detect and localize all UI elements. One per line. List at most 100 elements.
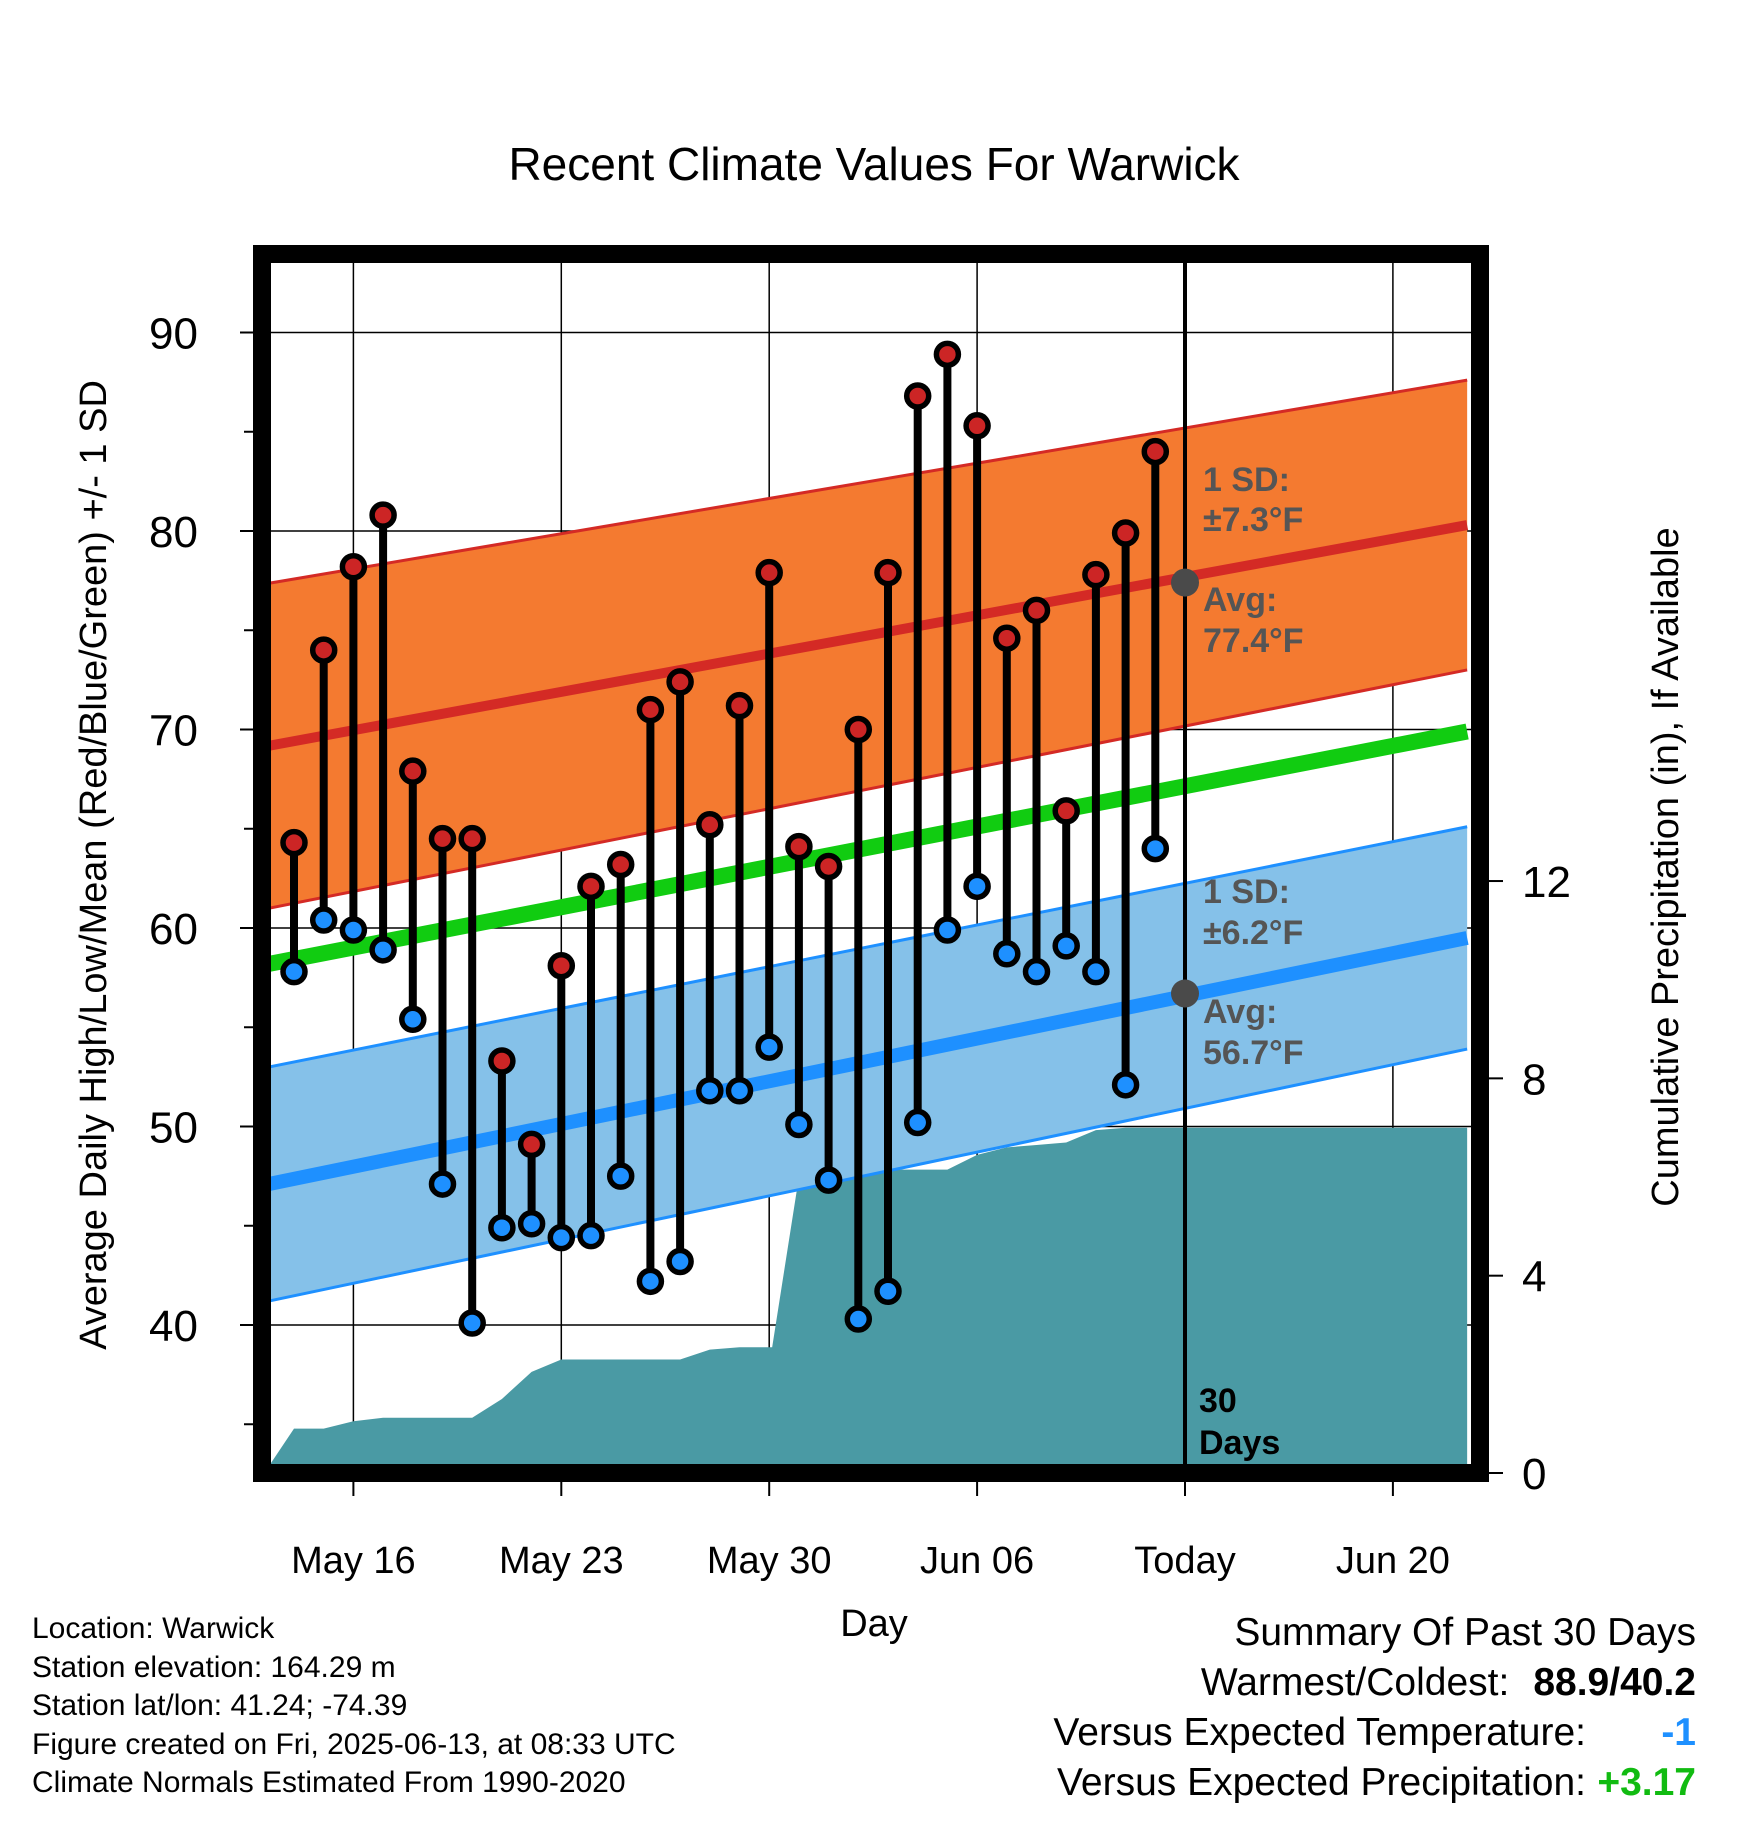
info-elevation: Station elevation: 164.29 m bbox=[32, 1650, 396, 1684]
y-right-tick-label: 8 bbox=[1522, 1055, 1546, 1104]
x-tick-label: May 16 bbox=[291, 1540, 416, 1582]
low-sd-label: 1 SD: bbox=[1203, 873, 1290, 911]
high-temp-point bbox=[428, 824, 457, 853]
high-temp-point bbox=[1082, 560, 1110, 589]
high-temp-point bbox=[339, 552, 368, 581]
y-right-tick-label: 4 bbox=[1522, 1253, 1546, 1302]
high-temp-point bbox=[993, 624, 1021, 652]
y-left-tick-label: 50 bbox=[149, 1104, 198, 1153]
high-temp-point bbox=[844, 715, 873, 744]
low-temp-point bbox=[577, 1221, 605, 1250]
high-sd-label: 1 SD: bbox=[1203, 461, 1290, 499]
low-temp-point bbox=[309, 906, 338, 934]
x-axis-label: Day bbox=[840, 1603, 908, 1645]
summary-warmest: Warmest/Coldest: 88.9/40.2 bbox=[1053, 1658, 1696, 1708]
summary-precip: Versus Expected Precipitation: +3.17 bbox=[1053, 1758, 1696, 1808]
high-temp-point bbox=[369, 501, 397, 529]
summary-warmest-label: Warmest/Coldest: bbox=[1200, 1661, 1510, 1704]
low-temp-point bbox=[933, 916, 962, 944]
high-temp-point bbox=[577, 872, 605, 901]
summary-precip-label: Versus Expected Precipitation: bbox=[1057, 1761, 1586, 1804]
high-temp-point bbox=[488, 1047, 516, 1075]
info-normals: Climate Normals Estimated From 1990-2020 bbox=[32, 1766, 626, 1799]
x-tick-label: May 23 bbox=[499, 1540, 624, 1582]
low-avg-label: Avg: bbox=[1203, 993, 1277, 1031]
low-temp-point bbox=[369, 936, 397, 964]
chart-title: Recent Climate Values For Warwick bbox=[508, 138, 1240, 190]
low-avg-value: 56.7°F bbox=[1203, 1034, 1304, 1072]
high-temp-point bbox=[606, 850, 635, 879]
low-temp-point bbox=[339, 916, 368, 944]
low-temp-point bbox=[963, 872, 991, 901]
low-temp-point bbox=[696, 1077, 724, 1105]
x-tick-label: Jun 06 bbox=[920, 1540, 1034, 1582]
low-temp-point bbox=[844, 1305, 873, 1333]
window-label-count: 30 bbox=[1199, 1382, 1237, 1420]
high-sd-band bbox=[262, 380, 1468, 910]
summary-temp-value: -1 bbox=[1661, 1711, 1696, 1754]
y-left-tick-label: 70 bbox=[149, 707, 198, 756]
x-tick-label: Jun 20 bbox=[1336, 1540, 1450, 1582]
low-temp-point bbox=[517, 1210, 546, 1238]
info-latlon: Station lat/lon: 41.24; -74.39 bbox=[32, 1689, 408, 1722]
high-sd-value: ±7.3°F bbox=[1203, 501, 1303, 539]
low-temp-point bbox=[666, 1247, 694, 1276]
high-temp-point bbox=[696, 811, 724, 839]
high-avg-label: Avg: bbox=[1203, 581, 1277, 619]
high-avg-value: 77.4°F bbox=[1203, 622, 1304, 660]
high-temp-point bbox=[933, 340, 962, 369]
low-temp-point bbox=[606, 1162, 635, 1190]
summary-heading: Summary Of Past 30 Days bbox=[1234, 1611, 1696, 1654]
high-temp-point bbox=[725, 691, 754, 720]
precip-area bbox=[264, 1127, 1468, 1473]
low-temp-point bbox=[488, 1213, 516, 1242]
x-tick-label: Today bbox=[1134, 1540, 1235, 1582]
info-created: Figure created on Fri, 2025-06-13, at 08… bbox=[32, 1727, 676, 1761]
high-temp-point bbox=[636, 695, 665, 724]
high-sd-band-upper-edge bbox=[262, 378, 1468, 586]
summary-temp-label: Versus Expected Temperature: bbox=[1053, 1711, 1586, 1754]
high-temp-point bbox=[1022, 596, 1051, 625]
low-temp-point bbox=[636, 1267, 665, 1296]
y-right-tick-label: 0 bbox=[1522, 1450, 1546, 1499]
summary-precip-value: +3.17 bbox=[1597, 1761, 1696, 1804]
y-right-tick-label: 12 bbox=[1522, 858, 1571, 907]
low-temp-point bbox=[755, 1033, 783, 1061]
summary-warmest-value: 88.9/40.2 bbox=[1533, 1661, 1696, 1704]
low-temp-point bbox=[874, 1277, 902, 1306]
high-temp-point bbox=[755, 558, 783, 587]
station-info: Location: Warwick Station elevation: 164… bbox=[32, 1610, 676, 1803]
high-normal-line bbox=[262, 520, 1469, 753]
low-temp-point bbox=[1052, 932, 1080, 960]
high-temp-point bbox=[785, 832, 813, 861]
high-temp-point bbox=[1141, 437, 1170, 466]
low-temp-point bbox=[1022, 957, 1051, 986]
high-temp-point bbox=[399, 757, 427, 785]
low-temp-point bbox=[458, 1309, 486, 1337]
y-axis-label-left: Average Daily High/Low/Mean (Red/Blue/Gr… bbox=[73, 380, 115, 1350]
low-temp-point bbox=[1141, 834, 1170, 863]
y-left-tick-label: 40 bbox=[149, 1302, 198, 1351]
low-temp-point bbox=[280, 957, 308, 986]
x-tick-label: May 30 bbox=[707, 1540, 832, 1582]
high-temp-point bbox=[280, 828, 308, 857]
low-temp-point bbox=[399, 1005, 427, 1034]
high-temp-point bbox=[666, 668, 694, 696]
high-avg-today-point bbox=[1171, 568, 1199, 597]
window-label-unit: Days bbox=[1199, 1424, 1280, 1462]
high-temp-point bbox=[1111, 519, 1140, 547]
low-temp-point bbox=[1082, 957, 1110, 986]
low-sd-value: ±6.2°F bbox=[1203, 914, 1303, 952]
high-temp-point bbox=[458, 824, 486, 853]
y-left-tick-label: 90 bbox=[149, 310, 198, 359]
high-temp-point bbox=[547, 951, 576, 980]
y-axis-label-right: Cumulative Precipitation (in), If Availa… bbox=[1645, 527, 1687, 1206]
low-temp-point bbox=[903, 1108, 932, 1137]
summary-temp: Versus Expected Temperature: -1 bbox=[1053, 1708, 1696, 1758]
high-temp-point bbox=[963, 412, 991, 440]
high-temp-point bbox=[1052, 797, 1080, 825]
high-temp-point bbox=[309, 636, 338, 664]
low-temp-point bbox=[428, 1170, 457, 1198]
summary-panel: Summary Of Past 30 Days Warmest/Coldest:… bbox=[1053, 1608, 1696, 1808]
